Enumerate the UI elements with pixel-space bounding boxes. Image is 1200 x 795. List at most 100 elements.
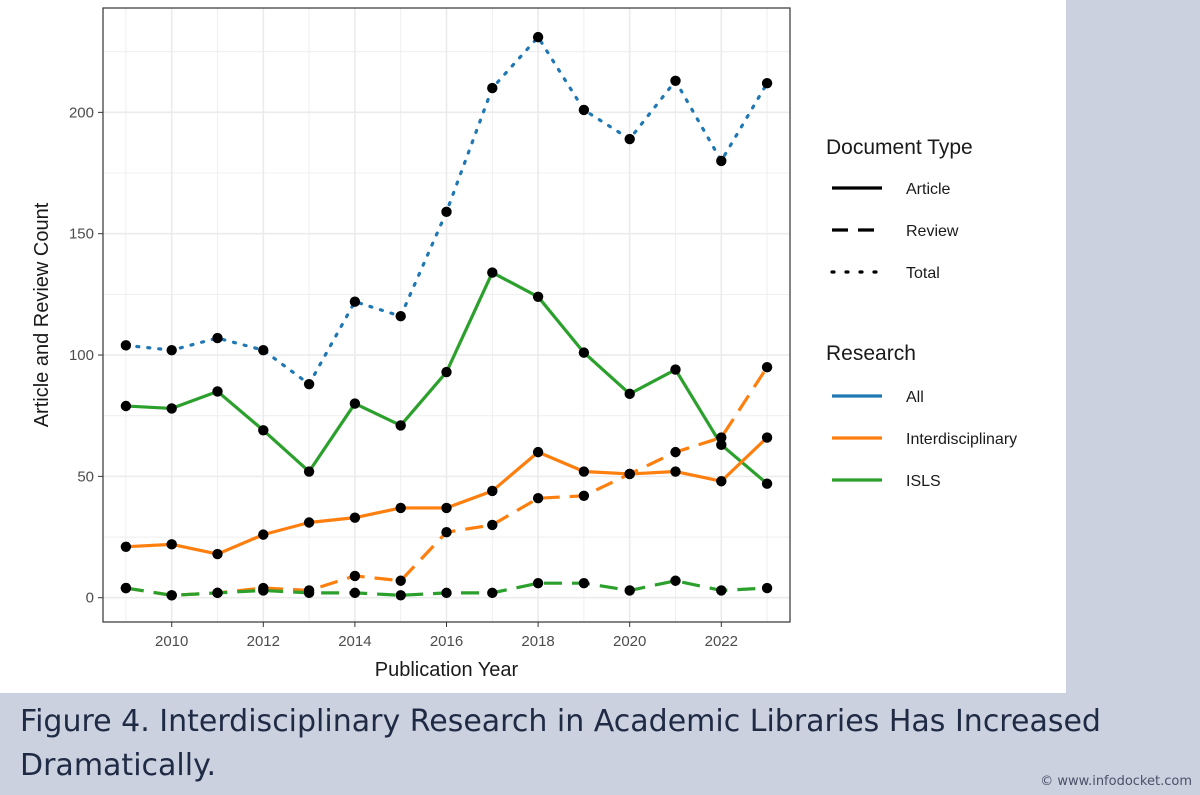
legend-group-document-type: Document Type Article Review Total — [826, 136, 973, 282]
data-point — [716, 439, 727, 451]
y-axis-title: Article and Review Count — [31, 202, 53, 427]
x-tick-label: 2018 — [521, 633, 554, 650]
data-point — [395, 575, 406, 586]
data-point — [258, 585, 269, 596]
data-point — [716, 155, 727, 167]
data-point — [395, 590, 406, 601]
data-points — [120, 31, 773, 601]
data-point — [761, 582, 773, 594]
data-point — [670, 364, 681, 375]
legend-label: Total — [906, 265, 940, 282]
y-tick-label: 100 — [69, 347, 94, 364]
data-point — [212, 587, 223, 599]
legend-label: ISLS — [906, 473, 941, 490]
data-point — [578, 490, 590, 502]
x-tick-label: 2016 — [430, 633, 463, 650]
data-point — [441, 527, 452, 538]
data-point — [166, 403, 177, 414]
data-point — [349, 512, 361, 523]
data-point — [212, 548, 223, 560]
data-point — [395, 502, 406, 514]
data-point — [761, 432, 773, 443]
x-axis-title: Publication Year — [375, 659, 519, 681]
watermark: © www.infodocket.com — [1040, 774, 1192, 789]
data-point — [487, 82, 498, 94]
data-point — [212, 386, 223, 397]
x-tick-label: 2012 — [247, 633, 280, 650]
data-point — [716, 476, 727, 487]
data-point — [120, 541, 132, 552]
line-chart: 2010 2012 2014 2016 2018 2020 2022 0 50 100 150 200… — [31, 7, 1017, 681]
legend-label: Review — [906, 223, 959, 240]
legend-label: All — [906, 389, 924, 406]
data-point — [166, 590, 177, 601]
data-point — [578, 577, 590, 589]
legend-title: Research — [826, 342, 916, 365]
data-point — [258, 344, 269, 356]
data-point — [258, 529, 269, 540]
data-point — [303, 466, 315, 477]
x-tick-label: 2022 — [705, 633, 738, 650]
axis-ticks: 2010 2012 2014 2016 2018 2020 2022 0 50 100 150 200 — [69, 104, 738, 650]
data-point — [624, 133, 635, 145]
y-tick-label: 0 — [86, 590, 94, 607]
data-point — [624, 388, 635, 400]
data-point — [487, 485, 498, 497]
legend-group-research: Research All Interdisciplinary ISLS — [826, 342, 1017, 490]
data-point — [441, 206, 452, 218]
data-point — [258, 425, 269, 436]
data-point — [120, 400, 132, 412]
data-point — [532, 493, 544, 504]
data-point — [487, 267, 498, 278]
y-tick-label: 200 — [69, 104, 94, 121]
data-point — [395, 311, 406, 322]
data-point — [349, 587, 361, 599]
data-point — [441, 366, 452, 378]
data-point — [670, 466, 681, 477]
data-point — [303, 378, 315, 390]
data-point — [487, 519, 498, 531]
data-point — [670, 575, 681, 586]
data-point — [120, 582, 132, 594]
data-point — [578, 347, 590, 358]
figure-caption: Figure 4. Interdisciplinary Research in … — [20, 704, 1101, 783]
data-point — [303, 517, 315, 528]
y-tick-label: 150 — [69, 226, 94, 243]
data-point — [532, 577, 544, 589]
data-point — [532, 31, 544, 43]
data-point — [716, 432, 727, 443]
data-point — [395, 420, 406, 431]
x-tick-label: 2014 — [338, 633, 371, 650]
y-tick-label: 50 — [77, 468, 94, 485]
data-point — [578, 466, 590, 477]
legend-title: Document Type — [826, 136, 973, 159]
data-point — [532, 446, 544, 458]
data-point — [349, 570, 361, 582]
data-point — [670, 446, 681, 458]
data-point — [166, 539, 177, 550]
data-point — [487, 587, 498, 599]
data-point — [761, 361, 773, 373]
data-point — [761, 78, 773, 89]
data-point — [578, 104, 590, 116]
data-point — [670, 75, 681, 87]
data-point — [716, 585, 727, 596]
data-point — [303, 587, 315, 599]
data-point — [761, 478, 773, 489]
data-point — [120, 340, 132, 351]
data-point — [624, 468, 635, 480]
data-point — [166, 344, 177, 356]
data-point — [349, 398, 361, 409]
data-point — [532, 291, 544, 302]
data-point — [441, 587, 452, 599]
data-point — [441, 502, 452, 514]
figure-panel: 2010 2012 2014 2016 2018 2020 2022 0 50 100 150 200… — [0, 0, 1066, 693]
x-tick-label: 2010 — [155, 633, 188, 650]
x-tick-label: 2020 — [613, 633, 646, 650]
data-point — [349, 296, 361, 307]
data-point — [212, 332, 223, 344]
data-point — [624, 585, 635, 596]
legend: Document Type Article Review Total Research A… — [826, 136, 1017, 490]
legend-label: Interdisciplinary — [906, 431, 1017, 448]
legend-label: Article — [906, 181, 951, 198]
